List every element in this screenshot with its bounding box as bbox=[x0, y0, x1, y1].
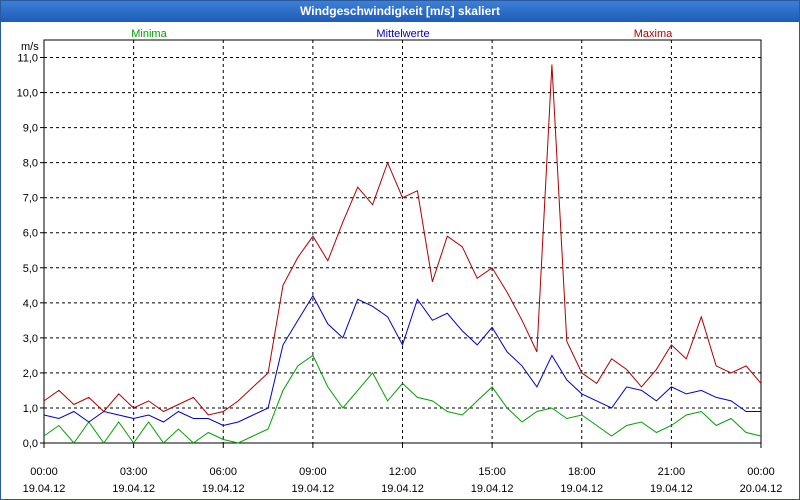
series-line-minima bbox=[43, 354, 762, 444]
x-tick-date: 19.04.12 bbox=[650, 483, 693, 495]
x-tick-date: 19.04.12 bbox=[112, 483, 155, 495]
x-tick-time: 00:00 bbox=[747, 466, 775, 478]
x-tick-time: 03:00 bbox=[120, 466, 148, 478]
x-axis: 00:00 19.04.12 03:00 19.04.12 06:00 19.04.12 0… bbox=[23, 443, 783, 495]
x-tick-date: 19.04.12 bbox=[381, 483, 424, 495]
x-tick-date: 19.04.12 bbox=[560, 483, 603, 495]
y-tick-label: 11,0 bbox=[17, 53, 38, 65]
y-tick-label: 8,0 bbox=[23, 158, 38, 170]
y-tick-label: 7,0 bbox=[23, 193, 38, 205]
x-tick-time: 18:00 bbox=[568, 466, 596, 478]
legend-entry-minima: Minima bbox=[131, 28, 167, 40]
y-axis: 0,0 1,0 2,0 3,0 4,0 5,0 6,0 7,0 8,0 9,0 10,0 11,0 bbox=[17, 53, 44, 450]
y-tick-label: 1,0 bbox=[23, 403, 38, 415]
y-axis-label: m/s bbox=[21, 41, 39, 53]
x-tick-date: 19.04.12 bbox=[291, 483, 334, 495]
line-chart: 0,0 1,0 2,0 3,0 4,0 5,0 6,0 7,0 8,0 9,0 10,0 11,0 0… bbox=[17, 28, 783, 495]
x-tick-date: 19.04.12 bbox=[202, 483, 245, 495]
x-tick-time: 06:00 bbox=[209, 466, 237, 478]
y-tick-label: 0,0 bbox=[23, 438, 38, 450]
legend: Minima Mittelwerte Maxima bbox=[131, 28, 673, 40]
legend-entry-mittelwerte: Mittelwerte bbox=[376, 28, 429, 40]
x-tick-date: 19.04.12 bbox=[471, 483, 514, 495]
series-line-mittelwerte bbox=[43, 294, 761, 427]
y-tick-label: 6,0 bbox=[23, 228, 38, 240]
x-tick-time: 00:00 bbox=[30, 466, 58, 478]
x-tick-time: 21:00 bbox=[658, 466, 686, 478]
x-tick-date: 19.04.12 bbox=[23, 483, 66, 495]
y-tick-label: 5,0 bbox=[23, 263, 38, 275]
series-lines bbox=[43, 64, 762, 444]
y-tick-label: 10,0 bbox=[17, 88, 38, 100]
series-line-maxima bbox=[43, 64, 762, 416]
grid-lines bbox=[44, 40, 761, 443]
x-tick-time: 09:00 bbox=[299, 466, 327, 478]
y-tick-label: 2,0 bbox=[23, 368, 38, 380]
y-tick-label: 3,0 bbox=[23, 333, 38, 345]
legend-entry-maxima: Maxima bbox=[634, 28, 673, 40]
y-tick-label: 4,0 bbox=[23, 298, 38, 310]
window-title: Windgeschwindigkeit [m/s] skaliert bbox=[1, 1, 799, 22]
x-tick-time: 15:00 bbox=[478, 466, 506, 478]
y-tick-label: 9,0 bbox=[23, 123, 38, 135]
x-tick-date: 20.04.12 bbox=[740, 483, 783, 495]
x-tick-time: 12:00 bbox=[389, 466, 417, 478]
